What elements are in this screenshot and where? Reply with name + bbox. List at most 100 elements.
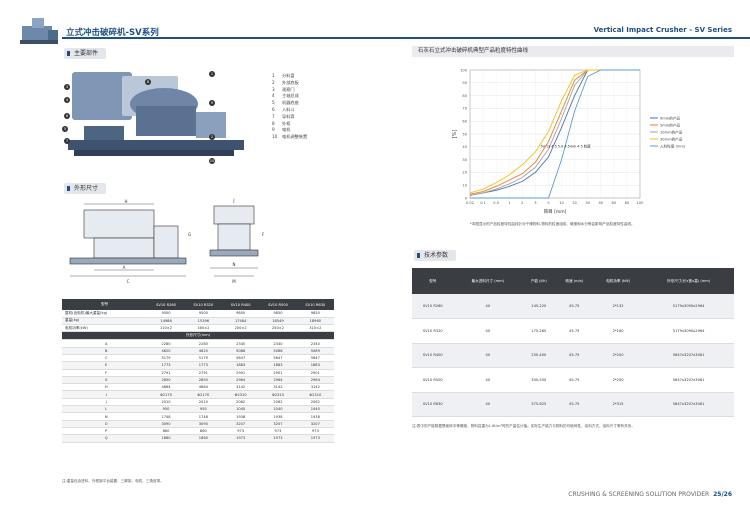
table-cell: 2010 [184,398,222,407]
table-cell: 3142 [222,383,260,392]
spec-header-cell: 产能 (t/h) [521,268,556,294]
row-label: J [62,398,148,407]
table-cell: 5088 [259,347,297,356]
table-row: SV10 R500 40 300-500 45-75 2*250 5647x3207x30… [412,367,734,393]
table-cell: Φ2310 [296,390,334,399]
table-cell: 375-625 [521,392,556,417]
table-cell: 160×2 [184,324,222,333]
x-tick-label: 10 [559,201,564,205]
table-row: Q 1860 1860 1973 1973 1973 [62,434,334,443]
row-label: SV10 R500 [412,367,454,393]
section-parts: 主要部件 [64,48,107,59]
table-cell: 18549 [259,317,297,326]
table-row: E 1773 1773 1883 1883 1883 [62,361,334,370]
x-tick-label: 3 [534,201,536,205]
table-cell: 860 [184,427,222,436]
crusher-thumbnail [20,18,58,44]
table-cell: 40 [453,343,522,368]
legend-entry: 10mm的产品 [660,129,683,134]
crusher-illustration [68,72,244,156]
part-item: 6 入料斗 [272,106,295,112]
legend-entry: 30mm的产品 [660,136,683,141]
table-cell: 1883 [222,361,260,370]
chart-annotation: 5V 13 4.5 5.0 4.5mm 4 5 粒度 [540,144,591,149]
table-cell: 9500 [147,310,185,318]
callout-10: 10 [209,158,215,164]
dims-header-cell: 型号 [62,299,148,310]
dims-header-cell: SV10 R630 [296,299,334,310]
grading-curve-chart: 0 10 20 30 40 50 60 70 80 90 100 0.02 0.1 0.5 1 2 3 5 10 20… [452,68,686,215]
table-cell: Φ2310 [222,390,260,399]
svg-text:H: H [124,199,127,204]
table-cell: 5179x3090x2964 [643,294,734,319]
table-row: F 2791 2791 2901 2901 2901 [62,369,334,377]
y-tick-label: 50 [462,132,467,136]
table-cell: 3090 [147,420,185,428]
table-row: L 950 950 1040 1040 1040 [62,405,334,414]
table-cell: 5179 [184,354,222,363]
table-cell: 860 [147,427,185,436]
y-tick-label: 80 [462,94,467,98]
row-label: C [62,354,148,363]
legend-entry: 5mm的产品 [660,122,680,127]
table-row: A 2280 2280 2340 2340 2340 [62,339,334,348]
table-cell: 5647 [259,354,297,363]
table-cell: 1973 [259,434,297,443]
table-row: O 3090 3090 3207 3207 3207 [62,420,334,428]
table-cell: 2062 [259,398,297,407]
svg-text:F: F [262,232,265,237]
chart-note: *本图显示的产品粒度特性曲线针对干燥物料,物料的粒度组成、硬度和水分等会影响产品… [470,222,635,226]
table-cell: 5088 [222,347,260,356]
table-cell: 40 [453,392,522,417]
row-label: O [62,420,148,428]
table-cell: 973 [296,427,334,436]
y-tick-label: 90 [462,81,467,85]
table-cell: 5647 [222,354,260,363]
callout-9: 9 [209,100,215,106]
row-label: F [62,369,148,377]
table-cell: 1860 [184,434,222,443]
table-cell: 300-500 [521,367,556,393]
x-tick-label: 20 [572,201,577,205]
series-line [469,69,640,194]
dims-header-cell: SV10 R260 [147,299,185,310]
table-cell: 5089 [296,347,334,356]
table-row: B 4620 4620 5088 5088 5089 [62,347,334,356]
x-tick-label: 80 [625,201,630,205]
svg-text:G: G [188,232,191,237]
y-axis-label: [%] [452,130,458,139]
dims-header-cell: SV10 R400 [222,299,260,310]
table-cell: 4664 [184,383,222,392]
x-tick-label: 100 [637,201,645,205]
table-row: SV10 R260 40 145-220 45-75 2*132 5179x3090x29… [412,294,734,319]
part-item: 9 电机 [272,127,291,133]
table-cell: 18960 [296,317,334,326]
table-cell: 3207 [296,420,334,428]
dims-header-cell: SV10 R320 [184,299,222,310]
row-label: P [62,427,148,436]
table-cell: 5179x3090x2964 [643,318,734,344]
table-cell: 1040 [296,405,334,414]
table-cell: 40 [453,367,522,393]
table-row: SV10 R630 40 375-625 45-75 2*315 5647x3207x30… [412,392,734,417]
table-cell: 1973 [222,434,260,443]
table-cell: 4664 [147,383,185,392]
plot-frame [469,69,641,199]
dims-subheader-row: 外形尺寸(mm) [62,331,334,341]
legend-entry: 0mm的产品 [660,115,680,120]
part-item: 4 主轴总成 [272,93,299,99]
table-cell: 973 [259,427,297,436]
row-label: SV10 R630 [412,392,454,417]
table-cell: 1938 [222,412,260,421]
row-label: N [62,412,148,421]
table-cell: 2280 [147,339,185,348]
part-item: 10 电机调整装置 [272,134,308,140]
table-cell: 45-75 [555,367,593,393]
x-tick-label: 30 [585,201,590,205]
table-cell: 2*315 [592,392,644,417]
x-tick-label: 5 [547,201,549,205]
table-cell: 200×2 [222,324,260,333]
table-cell: 17484 [222,317,260,326]
dims-header-row: 型号 SV10 R260 SV10 R320 SV10 R400 SV10 R5… [62,299,334,310]
